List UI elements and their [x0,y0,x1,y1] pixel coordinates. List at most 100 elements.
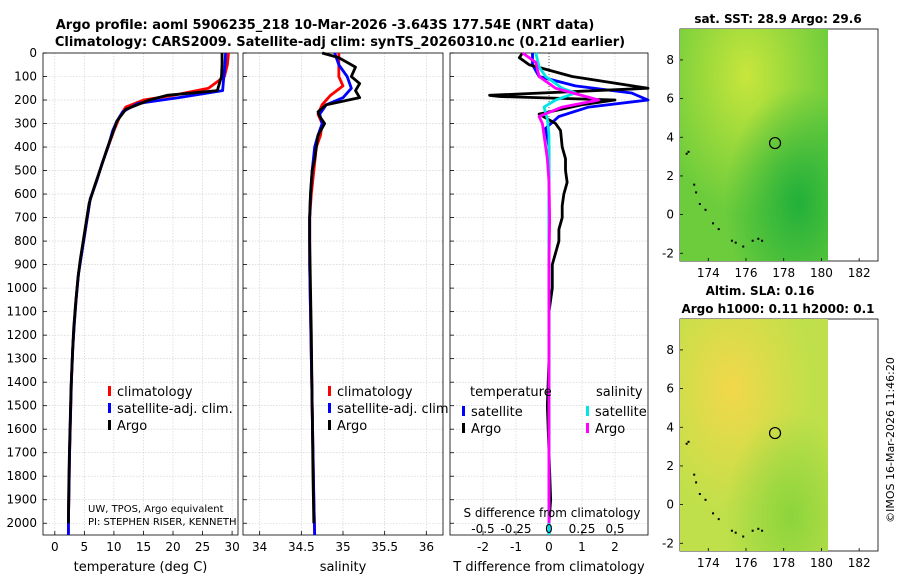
legend-swatch [108,420,111,430]
x-tick-label: -1 [510,540,522,554]
coastline-speck [757,237,760,240]
map-y-tick-label: 8 [666,343,674,357]
legend-swatch [328,420,331,430]
legend-swatch [328,386,331,396]
sla-map-subtitle: Argo h1000: 0.11 h2000: 0.1 [681,302,874,316]
y-tick-label: 1800 [6,469,37,483]
sla-heatmap-cool [680,319,828,551]
series-line-argo [308,51,362,524]
x-tick-label: 25 [195,540,210,554]
map-x-tick-label: 180 [810,556,833,570]
y-tick-label: 400 [14,140,37,154]
map-x-tick-label: 178 [772,266,795,280]
coastline-speck [761,239,764,242]
top-axis-label: S difference from climatology [464,506,641,520]
sla-map-title: Altim. SLA: 0.16 [706,284,815,298]
legend-label: satellite-adj. clim. [117,402,233,417]
sst-map-title: sat. SST: 28.9 Argo: 29.6 [694,12,861,26]
map-y-tick-label: 2 [666,459,674,473]
series-line-argo [67,53,224,524]
coastline-speck [717,518,720,521]
coastline-speck [695,191,698,194]
y-tick-label: 200 [14,93,37,107]
plot-area [43,53,238,535]
map-x-tick-label: 176 [735,266,758,280]
coastline-speck [698,493,701,495]
y-tick-label: 700 [14,211,37,225]
x-tick-label: -2 [477,540,489,554]
coastline-speck [730,529,733,532]
coastline-speck [693,473,696,476]
map-y-tick-label: 4 [666,130,674,144]
map-y-tick-label: 8 [666,53,674,67]
coastline-speck [734,531,737,534]
x-tick-label: 0 [51,540,59,554]
difference-panel: -2 -1 0 1 2 T difference from climatology temp… [449,51,650,575]
salinity-panel: 34 34.5 35 35.5 36 salinity climatology satelli… [242,51,453,575]
coastline-speck [685,442,688,445]
legend-label: Argo [595,422,625,437]
y-tick-label: 800 [14,234,37,248]
top-tick-label: 0 [545,522,553,536]
y-tick-label: 0 [29,46,37,60]
map-x-tick-label: 180 [810,266,833,280]
x-tick-label: 5 [81,540,89,554]
footnote-line2: PI: STEPHEN RISER, KENNETH [88,517,236,528]
y-tick-label: 2000 [6,516,37,530]
legend-label: climatology [337,385,413,400]
y-tick-label: 900 [14,258,37,272]
coastline-speck [717,228,720,231]
coastline-speck [742,245,745,248]
legend-swatch [462,406,465,416]
x-tick-label: 35.5 [371,540,398,554]
y-tick-label: 1900 [6,493,37,507]
y-tick-label: 100 [14,70,37,84]
coastline-speck [742,535,745,538]
y-tick-label: 1300 [6,352,37,366]
x-tick-label: 34.5 [288,540,315,554]
top-tick-label: 0.25 [569,522,596,536]
coastline-speck [761,529,764,532]
coastline-speck [751,239,754,242]
x-tick-label: 2 [611,540,619,554]
coastline-speck [730,239,733,242]
legend-label: satellite [595,405,647,420]
x-axis-label: temperature (deg C) [74,560,208,575]
coastline-speck [685,152,688,155]
y-tick-label: 1700 [6,446,37,460]
map-x-tick-label: 176 [735,556,758,570]
x-tick-label: 34 [252,540,267,554]
x-tick-label: 36 [419,540,434,554]
y-tick-label: 1200 [6,328,37,342]
sst-heatmap-cool [680,29,828,261]
coastline-speck [695,481,698,484]
map-y-tick-label: -2 [662,246,674,260]
figure-title-line2: Climatology: CARS2009. Satellite-adj cli… [55,35,625,50]
x-axis-label: T difference from climatology [452,560,645,575]
legend-label: satellite-adj. clim. [337,402,453,417]
map-x-tick-label: 174 [697,266,720,280]
y-tick-label: 1500 [6,399,37,413]
y-tick-label: 1100 [6,305,37,319]
x-tick-label: 30 [224,540,239,554]
x-tick-label: 20 [165,540,180,554]
x-axis-label: salinity [320,560,367,575]
legend-label: Argo [471,422,501,437]
legend-label: climatology [117,385,193,400]
x-tick-label: 35 [335,540,350,554]
y-tick-label: 300 [14,117,37,131]
map-y-tick-label: 2 [666,169,674,183]
coastline-speck [698,203,701,205]
footnote-line1: UW, TPOS, Argo equivalent [88,504,224,515]
x-tick-label: 15 [136,540,151,554]
plot-frame [42,52,239,536]
coastline-speck [751,529,754,532]
map-y-tick-label: -2 [662,536,674,550]
legend-swatch [108,403,111,413]
coastline-speck [757,527,760,530]
legend-header-temperature: temperature [470,385,552,400]
coastline-speck [704,498,707,501]
map-y-tick-label: 6 [666,382,674,396]
coastline-speck [687,440,690,443]
